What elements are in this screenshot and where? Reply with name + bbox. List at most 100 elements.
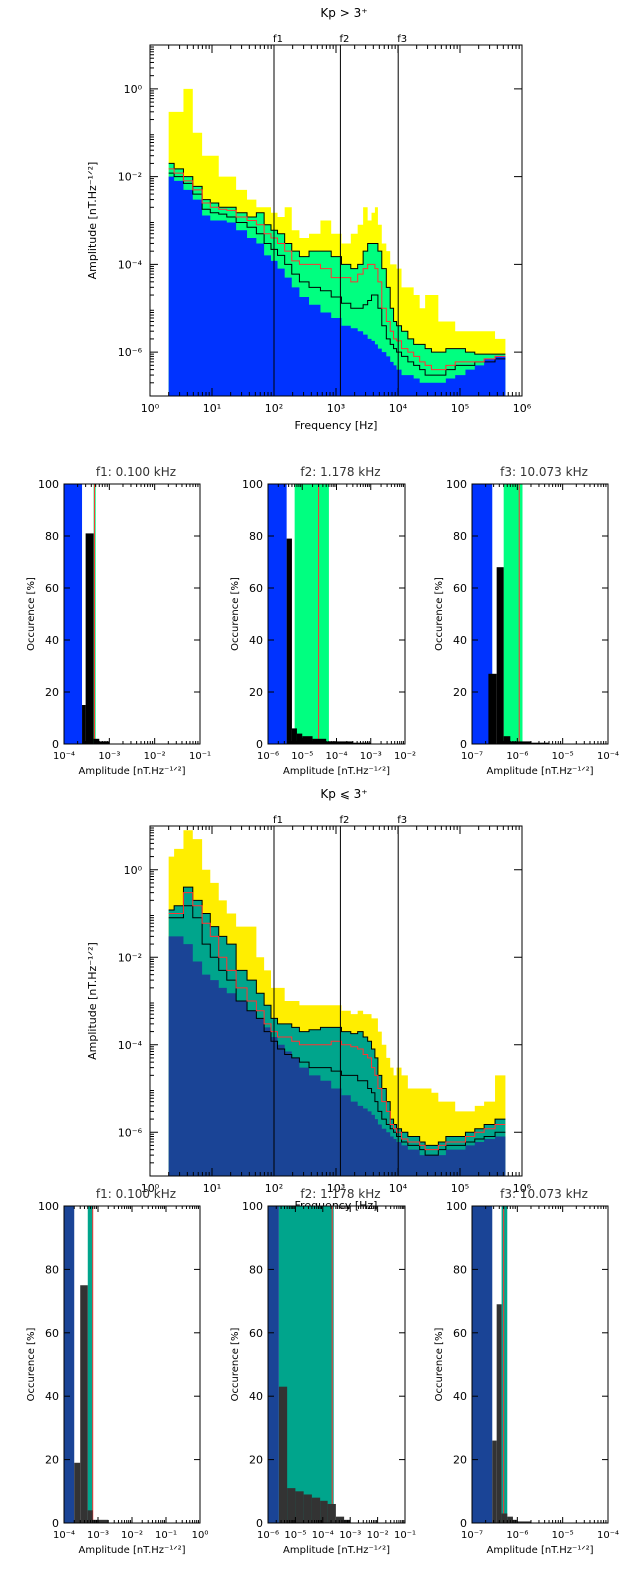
panel-title: f1: 0.100 kHz — [96, 1187, 176, 1201]
x-tick-label: 10⁻¹ — [189, 751, 211, 762]
histogram-bar — [99, 741, 110, 744]
y-tick-label: 80 — [45, 530, 59, 543]
histogram-bar — [302, 736, 313, 744]
y-tick-label: 100 — [446, 478, 467, 491]
x-tick-label: 10⁻⁴ — [53, 1530, 75, 1541]
y-tick-label: 100 — [446, 1200, 467, 1213]
x-tick-label: 10⁻² — [394, 751, 416, 762]
y-tick-label: 0 — [256, 738, 263, 751]
x-tick-label: 10⁵ — [451, 1182, 469, 1195]
y-tick-label: 10⁰ — [124, 83, 143, 96]
x-tick-label: 10² — [265, 1182, 283, 1195]
min-region — [64, 1206, 75, 1523]
panel-title: f3: 10.073 kHz — [500, 1187, 588, 1201]
y-tick-label: 0 — [460, 1517, 467, 1530]
y-tick-label: 60 — [453, 582, 467, 595]
histogram-bar — [488, 673, 497, 744]
histogram-bar — [503, 736, 511, 744]
y-tick-label: 80 — [453, 1263, 467, 1276]
y-tick-label: 0 — [52, 738, 59, 751]
y-tick-label: 80 — [249, 530, 263, 543]
min-region — [268, 484, 287, 744]
plot-frame — [267, 1205, 406, 1524]
x-axis-label: Frequency [Hz] — [295, 419, 378, 432]
quartile-band — [294, 484, 329, 744]
panel-title: f2: 1.178 kHz — [300, 465, 380, 479]
y-tick-label: 100 — [242, 1200, 263, 1213]
y-tick-label: 0 — [52, 1517, 59, 1530]
plot-frame — [471, 483, 609, 745]
plot-frame — [63, 483, 201, 745]
x-tick-label: 10⁻⁴ — [597, 751, 619, 762]
histogram-bar — [296, 733, 303, 744]
histogram-bar — [501, 1513, 508, 1523]
y-tick-label: 10⁰ — [124, 864, 143, 877]
y-tick-label: 10⁻⁶ — [118, 346, 143, 359]
lower-line — [168, 172, 506, 376]
y-tick-label: 10⁻⁶ — [118, 1126, 143, 1139]
x-tick-label: 10⁻⁵ — [552, 751, 574, 762]
histogram-bar — [80, 1285, 88, 1523]
y-tick-label: 40 — [45, 1390, 59, 1403]
y-tick-label: 40 — [249, 1390, 263, 1403]
histogram-bar — [82, 705, 86, 744]
y-tick-label: 40 — [45, 634, 59, 647]
x-tick-label: 10⁻⁶ — [506, 751, 528, 762]
histogram-bar — [93, 738, 100, 744]
y-tick-label: 100 — [38, 478, 59, 491]
y-tick-label: 10⁻⁴ — [118, 1039, 143, 1052]
x-axis-label: Amplitude [nT.Hz⁻¹ᐟ²] — [487, 766, 594, 777]
x-tick-label: 10⁻³ — [339, 1530, 361, 1541]
x-tick-label: 10¹ — [203, 1182, 221, 1195]
min-region — [268, 1206, 279, 1523]
frequency-marker-label: f2 — [339, 34, 349, 45]
histogram-bar — [327, 1503, 336, 1523]
x-tick-label: 10⁰ — [192, 1530, 209, 1541]
histogram-bar — [74, 1462, 81, 1523]
x-tick-label: 10⁶ — [513, 402, 532, 415]
min-area — [168, 936, 506, 1176]
frequency-marker-label: f1 — [273, 815, 283, 826]
y-axis-label: Amplitude [nT.Hz⁻¹ᐟ²] — [86, 942, 99, 1060]
histogram-bar — [286, 538, 292, 744]
quartile-band — [278, 1206, 334, 1523]
histogram-bar — [85, 533, 94, 744]
x-tick-label: 10⁻⁵ — [552, 1530, 574, 1541]
y-tick-label: 80 — [453, 530, 467, 543]
y-tick-label: 20 — [249, 686, 263, 699]
y-tick-label: 60 — [249, 1327, 263, 1340]
x-tick-label: 10⁻⁵ — [284, 1530, 306, 1541]
histogram-bar — [312, 738, 327, 744]
x-tick-label: 10⁰ — [141, 402, 160, 415]
histogram-bar — [98, 1519, 109, 1523]
x-tick-label: 10⁻⁶ — [257, 1530, 279, 1541]
histogram-bar — [496, 567, 504, 744]
histogram-bar — [517, 1521, 531, 1523]
histogram-bar — [311, 1497, 321, 1523]
quartile-band — [87, 1206, 93, 1523]
min-region — [472, 484, 493, 744]
median-line — [168, 168, 506, 371]
y-axis-label: Occurence [%] — [26, 577, 37, 651]
histogram-bar — [496, 1304, 502, 1523]
histogram-bar — [295, 1491, 304, 1523]
histogram-bar — [510, 741, 518, 744]
x-tick-label: 10⁻³ — [87, 1530, 109, 1541]
y-tick-label: 60 — [249, 582, 263, 595]
y-tick-label: 60 — [453, 1327, 467, 1340]
x-tick-label: 10⁻¹ — [394, 1530, 416, 1541]
x-tick-label: 10⁻⁴ — [325, 751, 347, 762]
chart-title: Kp > 3⁺ — [320, 6, 367, 20]
upper-line — [168, 162, 506, 355]
histogram-bar — [530, 742, 550, 744]
y-tick-label: 20 — [453, 686, 467, 699]
x-tick-label: 10⁻² — [121, 1530, 143, 1541]
x-tick-label: 10¹ — [203, 402, 221, 415]
y-axis-label: Occurence [%] — [230, 577, 241, 651]
histogram-bar — [303, 1494, 312, 1523]
x-tick-label: 10² — [265, 402, 283, 415]
upper-line — [168, 886, 506, 1146]
histogram-bar — [507, 1516, 513, 1523]
y-tick-label: 20 — [249, 1454, 263, 1467]
x-tick-label: 10⁻¹ — [155, 1530, 177, 1541]
